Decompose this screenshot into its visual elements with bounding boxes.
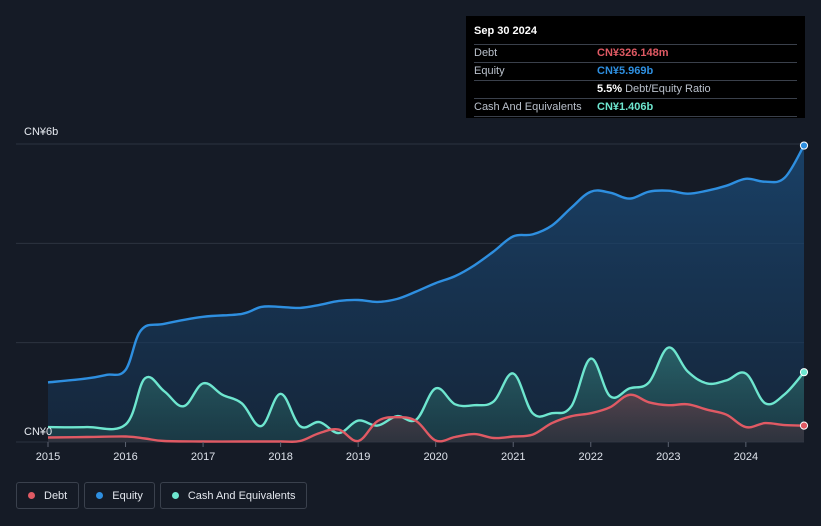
x-tick-label: 2023	[656, 451, 680, 463]
tooltip-cash-value: CN¥1.406b	[597, 101, 654, 113]
x-tick-label: 2016	[113, 451, 137, 463]
legend-item-equity[interactable]: Equity	[84, 482, 155, 509]
tooltip-row-cash: Cash And Equivalents CN¥1.406b	[474, 99, 797, 117]
tooltip-ratio-value: 5.5%	[597, 83, 623, 95]
x-tick-label: 2017	[191, 451, 215, 463]
legend-debt-label: Debt	[44, 489, 68, 502]
x-tick-label: 2018	[268, 451, 292, 463]
debt-area	[48, 394, 804, 442]
series-areas	[48, 145, 804, 442]
tooltip-ratio-label: Debt/Equity Ratio	[625, 83, 711, 95]
debt-dot-icon	[28, 492, 35, 499]
series-end-markers	[799, 141, 809, 430]
x-tick-label: 2022	[579, 451, 603, 463]
cash-dot-icon	[171, 492, 179, 499]
legend-equity-label: Equity	[112, 489, 143, 502]
legend-item-debt[interactable]: Debt	[16, 482, 80, 509]
tooltip-row-equity: Equity CN¥5.969b	[474, 63, 797, 81]
tooltip-debt-label: Debt	[474, 47, 498, 59]
equity-line	[47, 144, 806, 384]
x-tick-label: 2020	[423, 451, 447, 463]
y-axis-top-label: CN¥6b	[24, 126, 58, 138]
tooltip-equity-label: Equity	[474, 65, 505, 77]
tooltip-row-debt: Debt CN¥326.148m	[474, 45, 797, 63]
tooltip-row-ratio: 5.5% Debt/Equity Ratio	[474, 81, 797, 99]
cash-end-marker	[799, 368, 809, 377]
x-axis: 2015 2016 2017 2018 2019 2020 2021 2022 2023 2024	[36, 442, 758, 463]
tooltip-equity-value: CN¥5.969b	[597, 65, 654, 77]
legend-item-cash[interactable]: Cash And Equivalents	[159, 482, 308, 509]
debt-line	[47, 393, 805, 443]
y-axis-bottom-label: CN¥0	[24, 426, 52, 438]
tooltip-date: Sep 30 2024	[474, 24, 797, 45]
x-tick-label: 2021	[501, 451, 525, 463]
chart-legend: Debt Equity Cash And Equivalents	[16, 482, 308, 509]
legend-cash-label: Cash And Equivalents	[187, 489, 296, 502]
x-tick-label: 2019	[346, 451, 370, 463]
equity-dot-icon	[96, 492, 104, 499]
cash-line	[47, 346, 805, 435]
x-tick-label: 2024	[734, 451, 758, 463]
series-lines	[47, 144, 806, 443]
debt-end-marker	[799, 421, 809, 430]
tooltip-debt-value: CN¥326.148m	[597, 47, 669, 59]
x-tick-label: 2015	[36, 451, 60, 463]
data-tooltip: Sep 30 2024 Debt CN¥326.148m Equity CN¥5…	[466, 16, 805, 118]
equity-area	[48, 145, 804, 442]
equity-end-marker	[799, 141, 809, 150]
tooltip-cash-label: Cash And Equivalents	[474, 101, 582, 113]
